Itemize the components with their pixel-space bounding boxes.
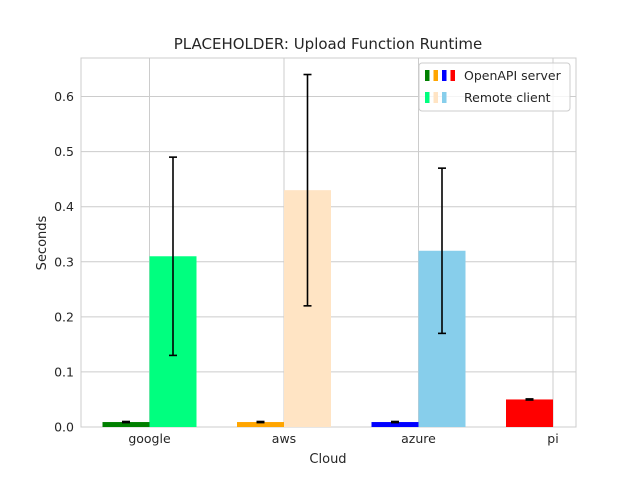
y-tick-label: 0.5 — [54, 144, 74, 159]
x-tick-label: azure — [401, 431, 436, 446]
x-tick-label: pi — [547, 431, 558, 446]
legend-swatch-chip — [425, 70, 430, 81]
error-bar — [122, 420, 130, 424]
bar-openapi-server-pi — [506, 399, 553, 427]
legend-swatch-chip — [442, 70, 447, 81]
bar-openapi-server-aws — [237, 422, 284, 427]
error-bar — [391, 420, 399, 424]
legend-label-remote-client: Remote client — [464, 90, 551, 105]
legend-swatch-chip — [425, 92, 430, 103]
error-bar — [438, 167, 446, 335]
legend-swatch-chip — [442, 92, 447, 103]
error-bar — [303, 73, 312, 307]
bars — [102, 190, 553, 427]
chart-title: PLACEHOLDER: Upload Function Runtime — [174, 35, 483, 53]
y-tick-label: 0.3 — [54, 254, 74, 269]
legend-label-openapi-server: OpenAPI server — [464, 68, 562, 83]
y-tick-label: 0.6 — [54, 89, 74, 104]
y-tick-labels: 0.0 0.1 0.2 0.3 0.4 0.5 0.6 — [54, 89, 74, 434]
x-tick-label: aws — [272, 431, 296, 446]
error-bar — [169, 156, 177, 357]
legend-swatch-chip — [433, 70, 438, 81]
legend-swatch-chip — [433, 92, 438, 103]
legend: OpenAPI server Remote client — [418, 62, 571, 112]
bar-openapi-server-azure — [371, 422, 419, 427]
y-tick-label: 0.1 — [54, 364, 74, 379]
x-tick-labels: google aws azure pi — [128, 431, 558, 446]
y-tick-label: 0.2 — [54, 309, 74, 324]
y-tick-label: 0.4 — [54, 199, 74, 214]
legend-swatch-remote-client — [425, 92, 447, 103]
legend-box — [418, 62, 571, 112]
y-tick-label: 0.0 — [54, 420, 74, 435]
legend-swatch-chip — [450, 70, 455, 81]
x-tick-label: google — [128, 431, 171, 446]
error-bar — [256, 420, 265, 424]
y-axis-label: Seconds — [35, 215, 50, 270]
bar-openapi-server-google — [102, 422, 150, 427]
error-bars — [122, 73, 534, 424]
x-axis-label: Cloud — [309, 452, 346, 467]
legend-swatch-openapi-server — [425, 70, 455, 81]
error-bar — [525, 398, 534, 401]
